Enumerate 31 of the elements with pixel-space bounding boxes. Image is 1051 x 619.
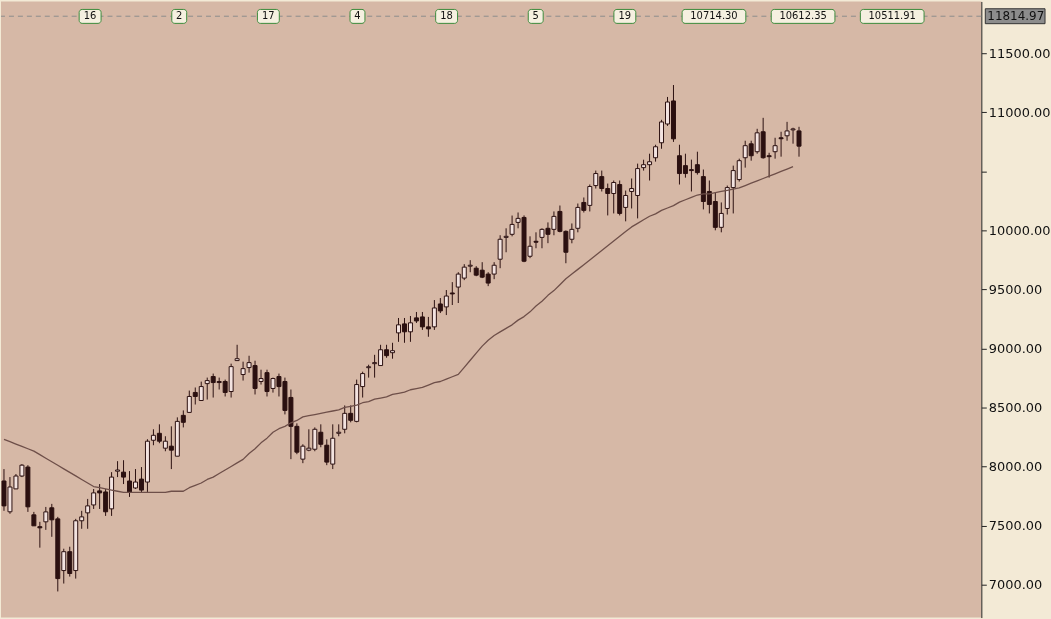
annotation: 18 (440, 10, 453, 22)
annotation: 4 (354, 10, 361, 22)
candlestick (497, 234, 503, 269)
candlestick (772, 137, 778, 160)
annotation: 2 (176, 10, 183, 22)
y-tick-label: 10000.00 (988, 222, 1051, 238)
y-tick-label: 8500.00 (988, 399, 1043, 415)
line-series (3, 166, 794, 494)
candlestick (533, 231, 539, 249)
y-tick-label: 7500.00 (988, 517, 1043, 533)
annotation: 10612.35 (779, 10, 827, 22)
candlestick (503, 227, 509, 253)
annotation: 16 (83, 10, 97, 22)
y-tick-label: 7000.00 (988, 576, 1043, 592)
candlestick (37, 521, 43, 549)
y-tick-label: 9000.00 (988, 340, 1043, 356)
ref-line-label: 11814.97 (987, 9, 1045, 24)
candlestick (509, 215, 515, 237)
y-tick-label: 8000.00 (988, 458, 1043, 474)
annotation: 5 (532, 10, 539, 22)
candlestick (234, 344, 240, 362)
annotation: 10511.91 (868, 10, 916, 22)
y-tick-label: 9500.00 (988, 281, 1043, 297)
annotation: 17 (262, 10, 275, 22)
annotation: 10714.30 (690, 10, 738, 22)
candlestick (778, 131, 784, 158)
y-tick-label: 11000.00 (988, 104, 1051, 120)
candlestick (449, 281, 455, 306)
y-tick-label: 11500.00 (988, 45, 1051, 61)
annotation: 19 (618, 10, 632, 22)
candlestick (240, 361, 246, 382)
